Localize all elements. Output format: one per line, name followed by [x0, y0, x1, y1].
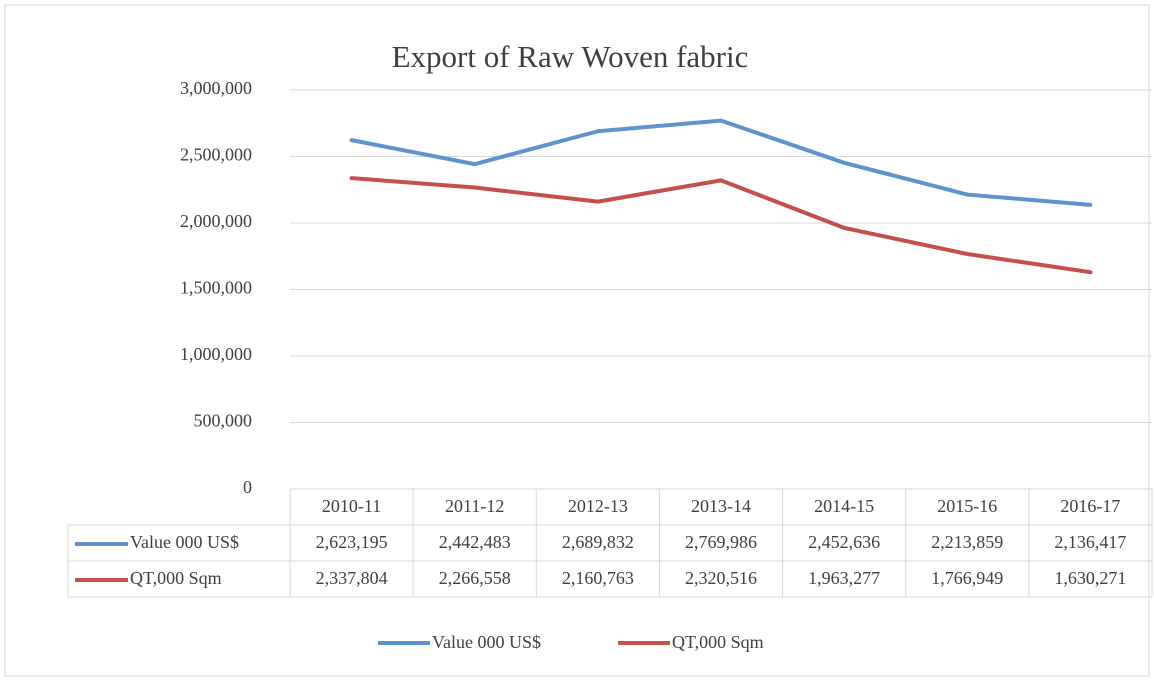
legend-label: QT,000 Sqm	[672, 632, 764, 652]
table-value: 2,213,859	[931, 532, 1003, 552]
x-tick-label: 2010-11	[322, 496, 381, 516]
table-series-name: Value 000 US$	[130, 532, 239, 552]
series-line	[349, 118, 1093, 207]
table-value: 1,963,277	[808, 568, 880, 588]
x-tick-label: 2015-16	[937, 496, 997, 516]
series-line	[349, 176, 1093, 275]
y-tick-label: 1,500,000	[180, 278, 252, 298]
table-value: 2,160,763	[562, 568, 634, 588]
x-tick-label: 2011-12	[445, 496, 504, 516]
table-value: 2,320,516	[685, 568, 757, 588]
table-value: 2,266,558	[439, 568, 511, 588]
table-value: 2,623,195	[316, 532, 388, 552]
x-tick-label: 2014-15	[814, 496, 874, 516]
table-value: 2,442,483	[439, 532, 511, 552]
table-value: 2,689,832	[562, 532, 634, 552]
y-tick-label: 0	[243, 477, 252, 497]
y-tick-label: 500,000	[194, 411, 253, 431]
table-value: 2,337,804	[316, 568, 388, 588]
x-tick-label: 2013-14	[691, 496, 751, 516]
y-tick-label: 2,000,000	[180, 211, 252, 231]
chart-frame	[4, 4, 1150, 677]
table-value: 1,630,271	[1054, 568, 1126, 588]
table-series-name: QT,000 Sqm	[130, 568, 222, 588]
x-tick-label: 2016-17	[1060, 496, 1120, 516]
table-value: 1,766,949	[931, 568, 1003, 588]
y-tick-label: 3,000,000	[180, 78, 252, 98]
table-value: 2,452,636	[808, 532, 880, 552]
table-value: 2,136,417	[1054, 532, 1126, 552]
legend-label: Value 000 US$	[432, 632, 541, 652]
chart-title: Export of Raw Woven fabric	[392, 39, 749, 74]
x-tick-label: 2012-13	[568, 496, 628, 516]
y-tick-label: 2,500,000	[180, 145, 252, 165]
table-value: 2,769,986	[685, 532, 757, 552]
y-tick-label: 1,000,000	[180, 344, 252, 364]
